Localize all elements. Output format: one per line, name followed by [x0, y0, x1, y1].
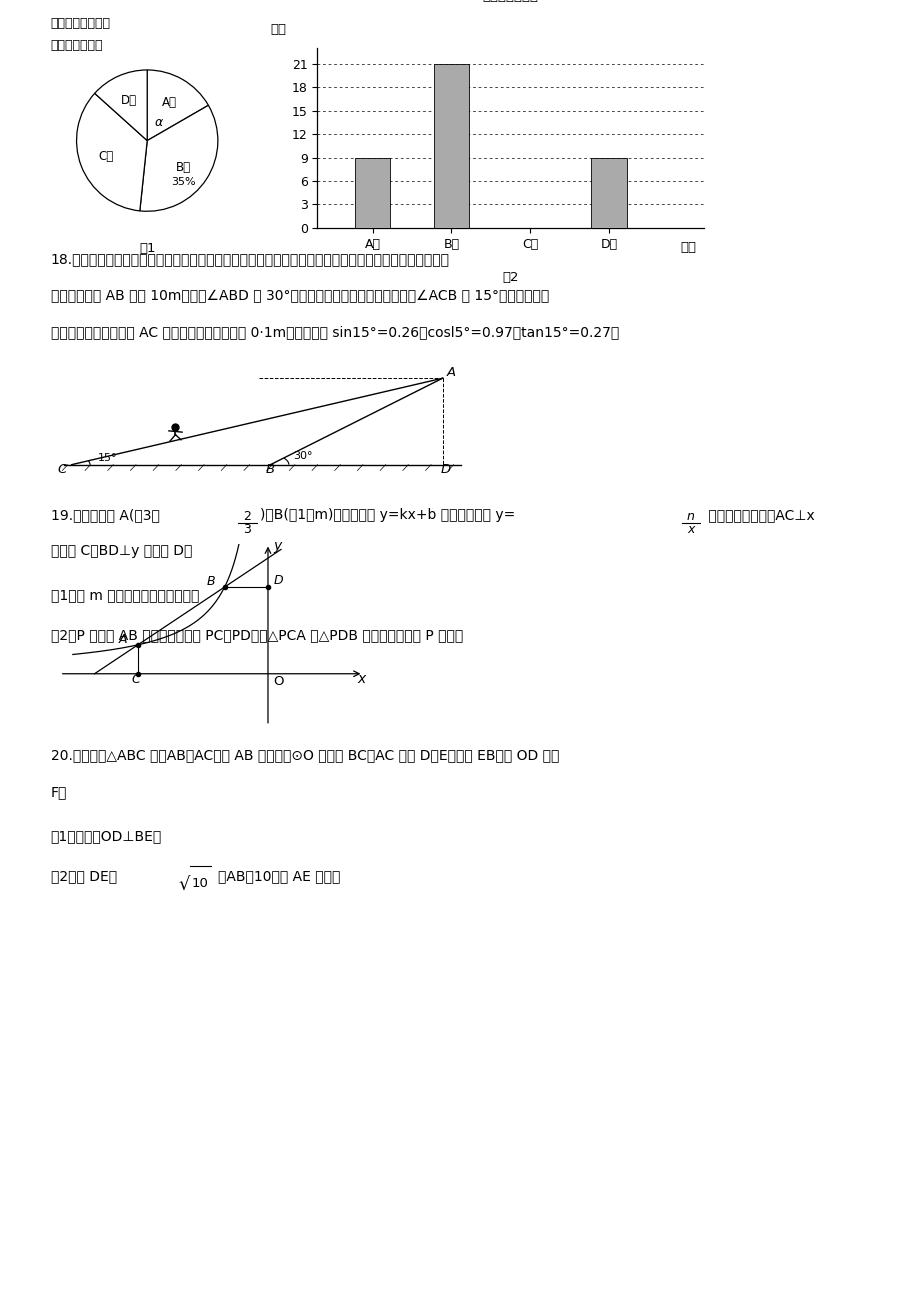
Text: （2）若 DE＝: （2）若 DE＝ [51, 868, 117, 883]
Text: C: C [58, 462, 67, 475]
Text: x: x [686, 523, 694, 536]
Text: 图象的两个交点，AC⊥x: 图象的两个交点，AC⊥x [703, 508, 813, 522]
Text: 15°: 15° [98, 453, 118, 462]
Y-axis label: 户数: 户数 [270, 22, 287, 35]
Text: B级: B级 [176, 161, 191, 174]
Bar [355, 158, 390, 228]
Wedge shape [95, 70, 147, 141]
Wedge shape [140, 105, 218, 211]
Text: C级: C级 [98, 150, 114, 163]
Text: A: A [446, 366, 455, 379]
Text: 10: 10 [191, 876, 208, 889]
Text: 精准扶贫满意度各
等级户数条形图: 精准扶贫满意度各 等级户数条形图 [478, 0, 542, 3]
Text: 35%: 35% [171, 177, 196, 187]
Text: 图2: 图2 [502, 271, 518, 284]
Text: 精准扶贫满意度各: 精准扶贫满意度各 [51, 17, 110, 30]
Text: n: n [686, 509, 694, 522]
Text: 3: 3 [244, 523, 251, 536]
Text: 30°: 30° [293, 450, 312, 461]
Text: x: x [357, 672, 365, 686]
Text: 等级户数扇形图: 等级户数扇形图 [51, 39, 103, 52]
Text: C: C [131, 673, 140, 686]
Text: 18.某商场为方便消费者购物，准备将原来的阶梯式自动扶梯改造成斜坡式自动扶梯．如图所示，已知原阶: 18.某商场为方便消费者购物，准备将原来的阶梯式自动扶梯改造成斜坡式自动扶梯．如… [51, 253, 449, 267]
Text: D: D [440, 464, 450, 477]
Text: 造后的斜坡式自动扶梯 AC 的长度，（结果精确到 0·1m．温馨提示 sin15°=0.26，cosl5°=0.97，tan15°=0.27）: 造后的斜坡式自动扶梯 AC 的长度，（结果精确到 0·1m．温馨提示 sin15… [51, 326, 618, 340]
Text: O: O [273, 674, 283, 687]
Text: （1）求证：OD⊥BE；: （1）求证：OD⊥BE； [51, 829, 162, 842]
Bar [433, 64, 469, 228]
Text: A: A [119, 633, 127, 646]
Text: 轴于点 C，BD⊥y 轴于点 D．: 轴于点 C，BD⊥y 轴于点 D． [51, 544, 192, 559]
Text: α: α [154, 116, 163, 129]
Text: B: B [265, 464, 274, 477]
Text: √: √ [178, 876, 189, 894]
Text: 梯式自动扶梯 AB 长为 10m，坡角∠ABD 为 30°；改造后的斜坡式自动扶梯的坡角∠ACB 为 15°，请你计算改: 梯式自动扶梯 AB 长为 10m，坡角∠ABD 为 30°；改造后的斜坡式自动扶… [51, 289, 549, 303]
Text: （2）P 是线段 AB 上的一点，连接 PC，PD，若△PCA 和△PDB 面积相等，求点 P 坐标．: （2）P 是线段 AB 上的一点，连接 PC，PD，若△PCA 和△PDB 面积… [51, 628, 462, 642]
Wedge shape [147, 70, 209, 141]
Text: 2: 2 [244, 509, 251, 522]
Wedge shape [76, 94, 147, 211]
Text: A级: A级 [162, 96, 176, 109]
Bar [591, 158, 626, 228]
Text: D: D [273, 574, 282, 587]
Text: )，B(－1，m)是一次函数 y=kx+b 与反比例函数 y=: )，B(－1，m)是一次函数 y=kx+b 与反比例函数 y= [260, 508, 515, 522]
Text: F．: F． [51, 785, 67, 799]
Text: 等级: 等级 [679, 241, 696, 254]
Text: D级: D级 [121, 94, 137, 107]
Text: 图1: 图1 [139, 242, 155, 255]
Text: B: B [206, 575, 215, 587]
Text: y: y [273, 539, 281, 553]
Text: 20.如图，在△ABC 中，AB＝AC，以 AB 为直径的⊙O 分别交 BC，AC 于点 D，E，连结 EB，交 OD 于点: 20.如图，在△ABC 中，AB＝AC，以 AB 为直径的⊙O 分别交 BC，A… [51, 749, 559, 763]
Text: ，AB＝10，求 AE 的长；: ，AB＝10，求 AE 的长； [218, 868, 340, 883]
Text: （1）求 m 的值及一次函数解析式；: （1）求 m 的值及一次函数解析式； [51, 589, 199, 602]
Text: 19.如图，已知 A(－3，: 19.如图，已知 A(－3， [51, 508, 159, 522]
